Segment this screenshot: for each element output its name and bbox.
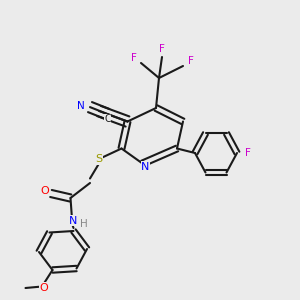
Text: F: F bbox=[244, 148, 250, 158]
Text: N: N bbox=[77, 100, 85, 111]
Text: O: O bbox=[40, 186, 49, 196]
Text: F: F bbox=[130, 53, 136, 64]
Text: N: N bbox=[69, 215, 78, 226]
Text: S: S bbox=[95, 154, 103, 164]
Text: H: H bbox=[80, 219, 87, 230]
Text: C: C bbox=[104, 114, 111, 124]
Text: N: N bbox=[141, 161, 150, 172]
Text: F: F bbox=[159, 44, 165, 55]
Text: O: O bbox=[39, 283, 48, 293]
Text: F: F bbox=[188, 56, 194, 67]
